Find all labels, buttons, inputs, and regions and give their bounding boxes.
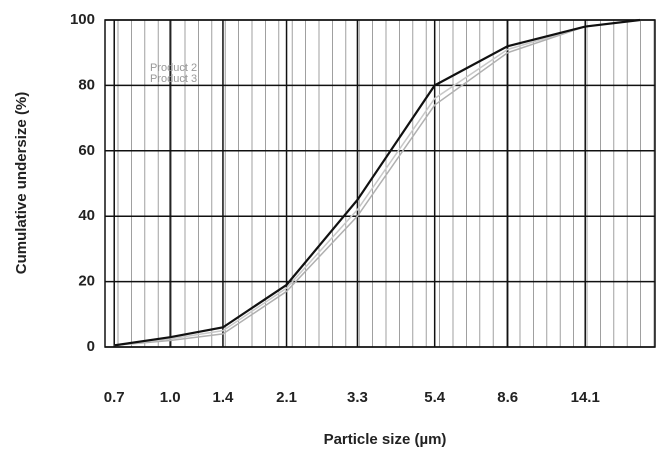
y-tick-label: 20 (78, 273, 95, 290)
y-tick-label: 0 (87, 338, 95, 355)
plot-frame (104, 19, 656, 348)
series-line (114, 19, 641, 347)
x-tick-label: 1.4 (213, 389, 235, 406)
y-tick-label: 100 (70, 11, 95, 28)
y-tick-label: 60 (78, 142, 95, 159)
x-tick-label: 8.6 (497, 389, 518, 406)
x-tick-label: 3.3 (347, 389, 368, 406)
y-tick-label: 40 (78, 207, 95, 224)
y-tick-label: 80 (78, 76, 95, 93)
x-tick-label: 5.4 (424, 389, 446, 406)
x-axis-title: Particle size (µm) (324, 431, 447, 448)
legend-label: Product 3 (150, 73, 197, 85)
series-line (114, 18, 641, 347)
legend-label: Product 2 (150, 62, 197, 74)
x-tick-label: 0.7 (104, 389, 125, 406)
x-tick-label: 2.1 (276, 389, 297, 406)
x-tick-label: 14.1 (571, 389, 600, 406)
y-axis-title: Cumulative undersize (%) (13, 92, 30, 275)
x-tick-label: 1.0 (160, 389, 181, 406)
